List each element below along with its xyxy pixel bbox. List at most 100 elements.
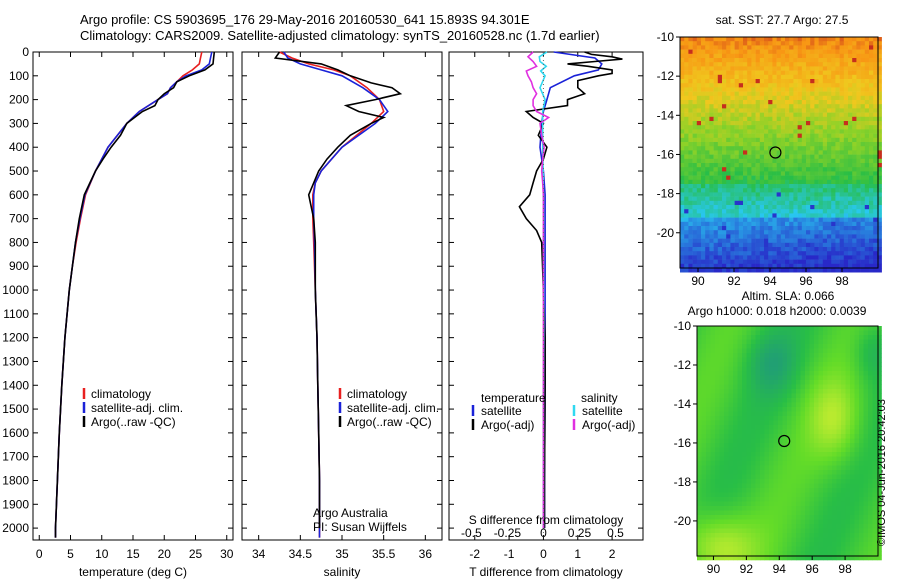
legend-title-salinity: salinity [581,391,618,405]
y-tick-label: 1500 [2,402,29,416]
x-tick-label: 0 [540,547,547,561]
y-tick-label: 1000 [2,283,29,297]
y-tick-label: -12 [674,358,692,372]
x-tick-label: 1 [574,547,581,561]
legend-label: satellite-adj. clim. [91,401,183,415]
y-tick-label: 900 [9,259,29,273]
y-tick-label: 1600 [2,426,29,440]
x-axis-label: temperature (deg C) [79,565,187,579]
series-line-black [273,51,403,529]
y-tick-label: 1300 [2,354,29,368]
y-tick-label: 1200 [2,331,29,345]
y-tick-label: 1900 [2,497,29,511]
x-tick-label: 90 [691,274,705,288]
argo-location-marker [769,146,782,159]
x-tick-label: 20 [158,547,172,561]
x-tick-label: 90 [707,562,721,576]
legend-label: satellite-adj. clim. [347,401,439,415]
y-tick-label: 200 [9,93,29,107]
x-tick-label: 5 [67,547,74,561]
y-tick-label: -14 [674,397,692,411]
y-tick-label: 0 [22,45,29,59]
x-tick-label: 35 [335,547,349,561]
y-tick-label: 600 [9,188,29,202]
series-line-black [518,51,623,529]
x-axis-label: T difference from climatology [469,565,623,579]
x-tick-label: 15 [126,547,140,561]
y-tick-label: 800 [9,235,29,249]
legend-title-temperature: temperature [481,391,546,405]
y-tick-label: -20 [674,514,692,528]
header-line-1: Argo profile: CS 5903695_176 29-May-2016… [80,12,530,27]
y-tick-label: -18 [657,187,675,201]
series-line-blue [54,51,213,538]
x-tick-label: 25 [189,547,203,561]
y-tick-label: 300 [9,116,29,130]
y-tick-label: 100 [9,69,29,83]
plot-frame [32,51,234,541]
y-tick-label: 1100 [3,307,29,321]
y-tick-label: -18 [674,475,692,489]
sla-map-panel: 90 92 94 96 98 -10 -12 -14 -16 -18 -20 Altim. SLA: … [674,289,882,576]
annotation-argo-australia: Argo Australia [313,506,388,520]
y-tick-label: 2000 [2,521,29,535]
y-tick-label: 500 [9,164,29,178]
difference-panel: -2 -1 0 1 2 T difference from climatology -0.5… [448,51,644,579]
map-cells [680,37,882,273]
map-cells [697,326,882,561]
map-title: sat. SST: 27.7 Argo: 27.5 [716,13,849,27]
argo-location-marker [778,434,791,448]
map-title: Altim. SLA: 0.066 [742,289,835,303]
x-tick-label: 96 [799,274,813,288]
y-tick-label: -10 [657,30,675,44]
x-tick-label: 0 [36,547,43,561]
y-tick-label: -16 [657,147,675,161]
x-tick-label: 35.5 [372,547,396,561]
salinity-panel: 34 34.5 35 35.5 36 salinity climatologysatelli… [241,51,443,579]
x-tick-label: 34.5 [289,547,313,561]
x-tick-label: 34 [252,547,266,561]
legend-label: Argo(-adj) [481,418,534,432]
x-tick-label: 36 [419,547,433,561]
plot-frame [448,51,644,541]
s-tick-label: 0.25 [568,526,592,540]
x-tick-label: 30 [220,547,234,561]
x-tick-label: 98 [835,274,849,288]
plot-frame [241,51,443,541]
series-line-blue [283,51,389,538]
sst-map-panel: 90 92 94 96 98 -10 -12 -14 -16 -18 -20 sat. SST: 27… [657,13,882,288]
series-line-red [54,51,203,538]
s-tick-label: 0 [540,526,547,540]
y-tick-label: 1700 [2,450,29,464]
map-subtitle: Argo h1000: 0.018 h2000: 0.0039 [688,304,867,318]
x-tick-label: 94 [763,274,777,288]
x-tick-label: 94 [773,562,787,576]
legend-label: climatology [91,387,151,401]
temperature-panel: 0 5 10 15 20 25 300100200300400500600700800900… [2,45,233,579]
s-tick-label: -0.5 [461,526,482,540]
x-tick-label: 92 [727,274,741,288]
y-tick-label: 1800 [2,473,29,487]
s-difference-label: S difference from climatology [469,513,624,527]
legend-label: Argo(..raw -QC) [347,415,432,429]
header-line-2: Climatology: CARS2009. Satellite-adjuste… [80,28,600,43]
x-tick-label: 2 [609,547,616,561]
timestamp-stamp: ©IMOS 04-Jun-2016 20:42:03 [876,399,888,546]
series-line-blue [539,51,603,529]
y-tick-label: -14 [657,108,675,122]
s-tick-label: 0.5 [607,526,624,540]
map-frame [679,36,879,269]
series-line-magenta [525,51,551,529]
map-frame [696,325,879,557]
x-tick-label: -2 [469,547,480,561]
legend-label: climatology [347,387,407,401]
x-tick-label: 98 [838,562,852,576]
x-tick-label: 10 [95,547,109,561]
legend-label: satellite [481,404,522,418]
x-tick-label: 92 [740,562,754,576]
y-tick-label: -12 [657,69,675,83]
legend-label: Argo(-adj) [582,418,635,432]
legend-label: satellite [582,404,623,418]
x-tick-label: 96 [806,562,820,576]
